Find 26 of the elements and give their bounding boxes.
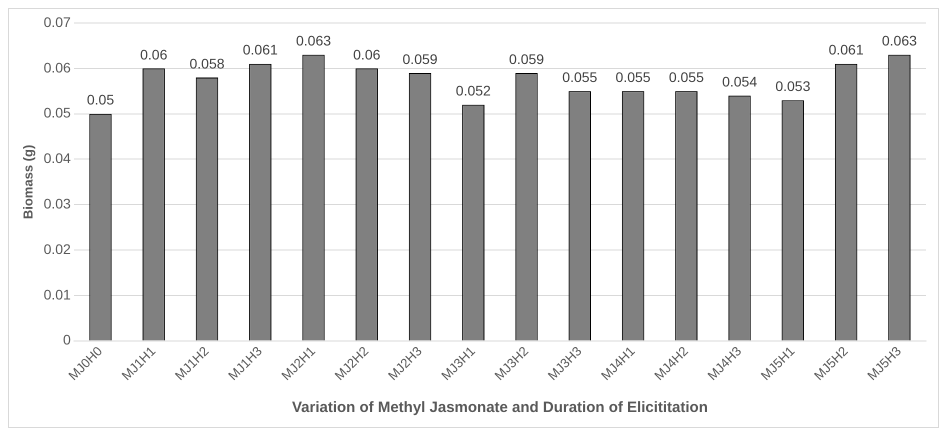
data-label: 0.058 bbox=[189, 55, 225, 72]
y-tick-label: 0.02 bbox=[44, 240, 72, 257]
y-tick-label: 0.01 bbox=[44, 286, 72, 302]
y-tick-label: 0.06 bbox=[44, 59, 72, 76]
y-tick-label: 0.07 bbox=[44, 14, 72, 30]
data-label: 0.055 bbox=[668, 68, 704, 85]
data-label: 0.052 bbox=[456, 82, 492, 99]
data-label: 0.063 bbox=[296, 32, 332, 49]
y-tick-label: 0.04 bbox=[44, 150, 72, 166]
y-axis-title: Biomass (g) bbox=[20, 144, 36, 220]
data-label: 0.055 bbox=[616, 68, 651, 85]
data-label: 0.061 bbox=[828, 42, 864, 58]
x-axis-title: Variation of Methyl Jasmonate and Duration of Elicititation bbox=[292, 399, 708, 416]
y-tick-label: 0 bbox=[63, 332, 72, 348]
data-label: 0.06 bbox=[140, 46, 168, 62]
data-label: 0.061 bbox=[242, 42, 278, 58]
data-label: 0.06 bbox=[353, 46, 381, 62]
data-label: 0.053 bbox=[775, 78, 811, 94]
data-label: 0.055 bbox=[562, 68, 598, 85]
data-label: 0.059 bbox=[402, 50, 438, 67]
data-label: 0.063 bbox=[882, 32, 918, 49]
data-label: 0.05 bbox=[86, 92, 114, 108]
data-label: 0.059 bbox=[509, 50, 544, 67]
y-tick-label: 0.03 bbox=[44, 195, 72, 212]
data-label: 0.054 bbox=[722, 74, 758, 90]
y-tick-label: 0.05 bbox=[44, 104, 72, 121]
